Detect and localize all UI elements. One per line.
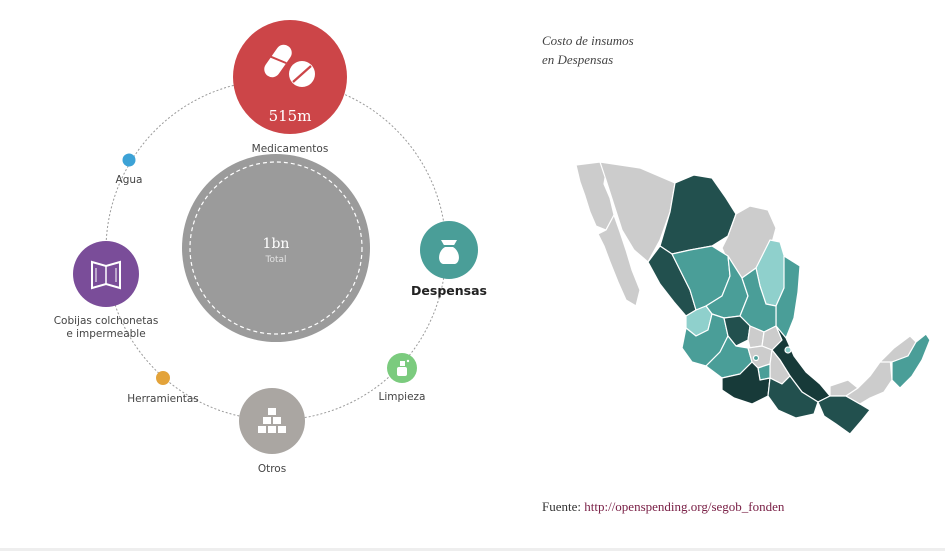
map-state-baja-california-sur[interactable] — [597, 214, 641, 307]
cobijas-label-line-2: e impermeable — [66, 328, 145, 340]
node-limpieza[interactable]: Limpieza — [379, 353, 426, 403]
agua-label: Agua — [116, 174, 143, 186]
bubble-chart: 1bn Total 515m Medicamentos Despensas Li… — [54, 20, 487, 475]
map-title: Costo de insumos en Despensas — [542, 31, 634, 69]
boxes-icon — [258, 408, 286, 433]
map-state-chiapas[interactable] — [817, 395, 871, 435]
limpieza-label: Limpieza — [379, 391, 426, 403]
source-note: Fuente: http://openspending.org/segob_fo… — [542, 499, 784, 515]
total-sublabel: Total — [264, 255, 286, 265]
node-despensas[interactable]: Despensas — [411, 221, 487, 298]
node-otros[interactable]: Otros — [239, 388, 305, 475]
map-state-oaxaca[interactable] — [767, 375, 819, 419]
map-state-cdmx[interactable] — [752, 354, 760, 362]
map-state-quintana-roo[interactable] — [891, 333, 931, 389]
node-cobijas[interactable]: Cobijas colchonetas e impermeable — [54, 241, 159, 340]
medicamentos-value: 515m — [269, 107, 312, 125]
map-title-line-1: Costo de insumos — [542, 33, 634, 48]
spray-icon — [397, 359, 410, 376]
source-link[interactable]: http://openspending.org/segob_fonden — [584, 499, 785, 514]
node-medicamentos[interactable]: 515m Medicamentos — [233, 20, 347, 155]
total-bubble: 1bn Total — [182, 154, 370, 342]
total-value: 1bn — [263, 236, 290, 252]
otros-label: Otros — [258, 463, 286, 475]
source-prefix: Fuente: — [542, 499, 581, 514]
mexico-map — [575, 161, 931, 435]
sack-icon — [439, 240, 459, 264]
map-state-campeche[interactable] — [845, 357, 893, 405]
cobijas-label-line-1: Cobijas colchonetas — [54, 315, 159, 327]
bottom-divider — [0, 548, 945, 551]
book-icon — [91, 260, 121, 290]
medicamentos-label: Medicamentos — [252, 143, 329, 155]
node-agua[interactable]: Agua — [116, 153, 143, 187]
map-state-tlaxcala[interactable] — [784, 346, 792, 354]
map-title-line-2: en Despensas — [542, 52, 614, 67]
despensas-label: Despensas — [411, 283, 487, 298]
pills-icon — [264, 44, 315, 87]
herramientas-label: Herramientas — [127, 393, 199, 405]
node-herramientas[interactable]: Herramientas — [127, 371, 199, 405]
map-state-chihuahua[interactable] — [659, 174, 737, 255]
